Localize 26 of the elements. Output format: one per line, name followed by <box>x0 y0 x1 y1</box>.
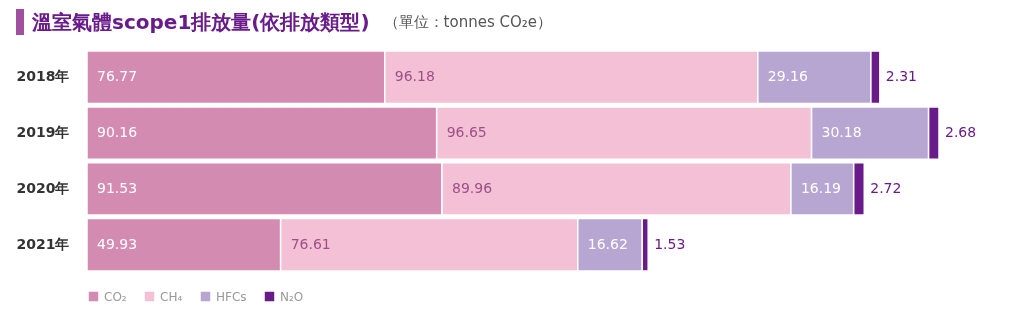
data-label: 76.77 <box>97 68 138 85</box>
legend-label: CH₄ <box>160 289 183 304</box>
data-label: 29.16 <box>767 68 808 85</box>
y-tick-label: 2020年 <box>16 179 70 196</box>
y-tick-label: 2019年 <box>16 124 70 141</box>
data-label: 89.96 <box>452 179 493 196</box>
data-label: 90.16 <box>97 124 138 141</box>
y-tick-label: 2018年 <box>16 68 70 85</box>
chart-subtitle: （單位：tonnes CO₂e） <box>383 12 552 32</box>
data-label: 76.61 <box>290 235 331 252</box>
data-label: 16.62 <box>587 235 628 252</box>
data-label: 91.53 <box>97 179 138 196</box>
y-tick-label: 2021年 <box>16 235 70 252</box>
legend-label: CO₂ <box>104 289 127 304</box>
legend-label: N₂O <box>280 289 304 304</box>
data-label: 2.68 <box>945 124 977 141</box>
data-label: 2.31 <box>885 68 918 85</box>
data-label: 30.18 <box>821 124 862 141</box>
chart-title: 溫室氣體scope1排放量(依排放類型) <box>32 8 370 36</box>
legend-label: HFCs <box>216 289 247 304</box>
data-label: 2.72 <box>870 179 902 196</box>
data-label: 96.18 <box>394 68 435 85</box>
data-label: 1.53 <box>654 235 686 252</box>
data-label: 49.93 <box>97 235 138 252</box>
data-label: 96.65 <box>446 124 487 141</box>
data-label: 16.19 <box>800 179 842 196</box>
